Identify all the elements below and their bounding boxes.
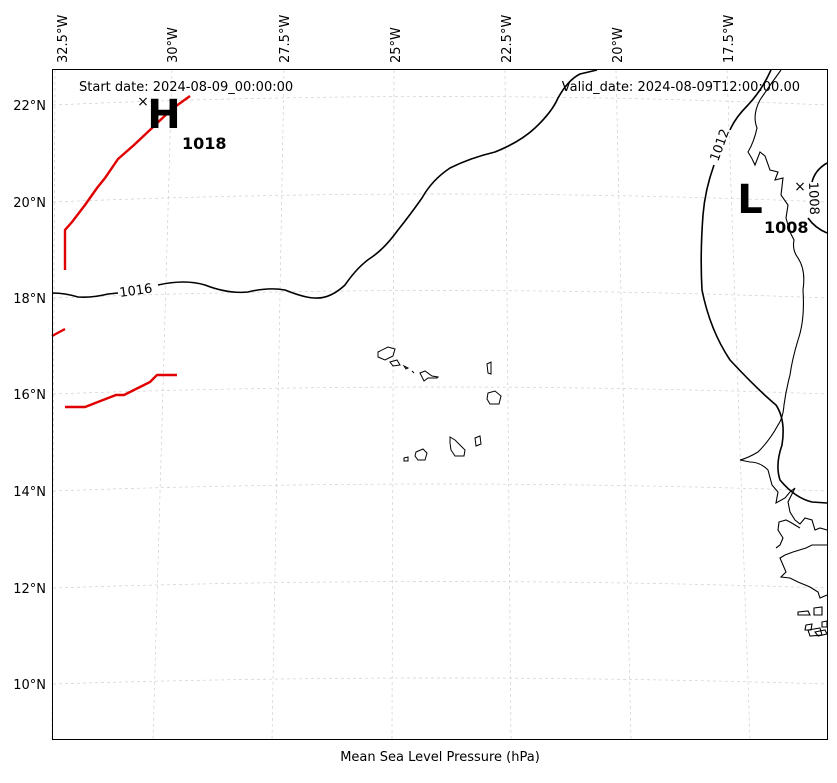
high-center-marker: ×	[137, 94, 149, 110]
graticule	[51, 69, 828, 741]
isobar-1012	[700, 69, 828, 504]
parallel-line	[52, 290, 828, 299]
high-value: 1018	[182, 134, 227, 153]
meridian-line	[271, 69, 285, 741]
meridian-line	[152, 69, 173, 741]
latitude-labels: 22°N 20°N 18°N 16°N 14°N 12°N 10°N	[13, 99, 46, 693]
longitude-label: 32.5°W	[56, 15, 71, 63]
low-center-marker: ×	[794, 179, 806, 195]
high-letter: H	[147, 92, 180, 138]
meridian-line	[504, 69, 512, 741]
isobar-1016	[51, 69, 598, 299]
island-sal	[486, 361, 492, 375]
island-boa-vista	[486, 390, 502, 405]
parallel-line	[52, 386, 828, 395]
longitude-labels: 32.5°W 30°W 27.5°W 25°W 22.5°W 20°W 17.5…	[56, 15, 737, 63]
island-sao-nicolau	[411, 370, 440, 382]
latitude-label: 10°N	[13, 678, 46, 693]
longitude-label: 30°W	[166, 27, 181, 63]
coastlines	[739, 69, 828, 637]
parallel-line	[52, 581, 828, 589]
isobar-contours	[51, 69, 828, 504]
cape-verde-islands	[377, 346, 502, 462]
island-maio	[474, 435, 482, 447]
isobar-label-1012: 1012	[708, 127, 733, 163]
longitude-label: 17.5°W	[722, 15, 737, 63]
island-santa-luzia	[402, 364, 410, 370]
latitude-label: 22°N	[13, 99, 46, 114]
isobar-label-1016: 1016	[118, 282, 153, 301]
red-isobar	[51, 327, 66, 338]
island-fogo	[414, 448, 428, 461]
africa-coastline	[739, 69, 828, 531]
low-letter: L	[737, 177, 763, 223]
longitude-label: 20°W	[611, 27, 626, 63]
latitude-label: 18°N	[13, 292, 46, 307]
meridian-line	[726, 69, 751, 741]
map-caption: Mean Sea Level Pressure (hPa)	[340, 750, 540, 765]
longitude-label: 22.5°W	[500, 15, 515, 63]
high-pressure-center: × H 1018	[137, 92, 226, 153]
longitude-label: 27.5°W	[278, 15, 293, 63]
red-isobar	[65, 373, 177, 409]
start-date-label: Start date: 2024-08-09_00:00:00	[79, 80, 293, 95]
parallel-line	[52, 193, 828, 203]
high-pressure-contours	[51, 95, 191, 409]
africa-island	[797, 610, 811, 616]
isobar-label-1008: 1008	[805, 182, 821, 216]
parallel-line	[52, 677, 828, 685]
latitude-label: 14°N	[13, 485, 46, 500]
latitude-label: 16°N	[13, 388, 46, 403]
parallel-line	[52, 483, 828, 492]
island-santiago	[449, 436, 466, 457]
longitude-label: 25°W	[389, 27, 404, 63]
low-pressure-center: × L 1008	[737, 177, 808, 237]
africa-island	[813, 606, 823, 616]
africa-coastline	[779, 544, 828, 599]
low-value: 1008	[764, 218, 809, 237]
latitude-label: 12°N	[13, 582, 46, 597]
island-santo-antao	[377, 346, 396, 361]
meridian-line	[615, 69, 632, 741]
africa-coastline	[775, 519, 801, 549]
parallel-line	[52, 96, 828, 106]
valid-date-label: Valid_date: 2024-08-09T12:00:00.00	[562, 80, 800, 95]
map-frame	[52, 69, 828, 740]
island-brava	[403, 456, 409, 462]
isobar-1008	[807, 162, 828, 234]
africa-island	[821, 620, 828, 628]
red-isobar	[63, 95, 191, 270]
island-sao-vicente	[389, 359, 401, 367]
latitude-label: 20°N	[13, 196, 46, 211]
meridian-line	[391, 69, 395, 741]
